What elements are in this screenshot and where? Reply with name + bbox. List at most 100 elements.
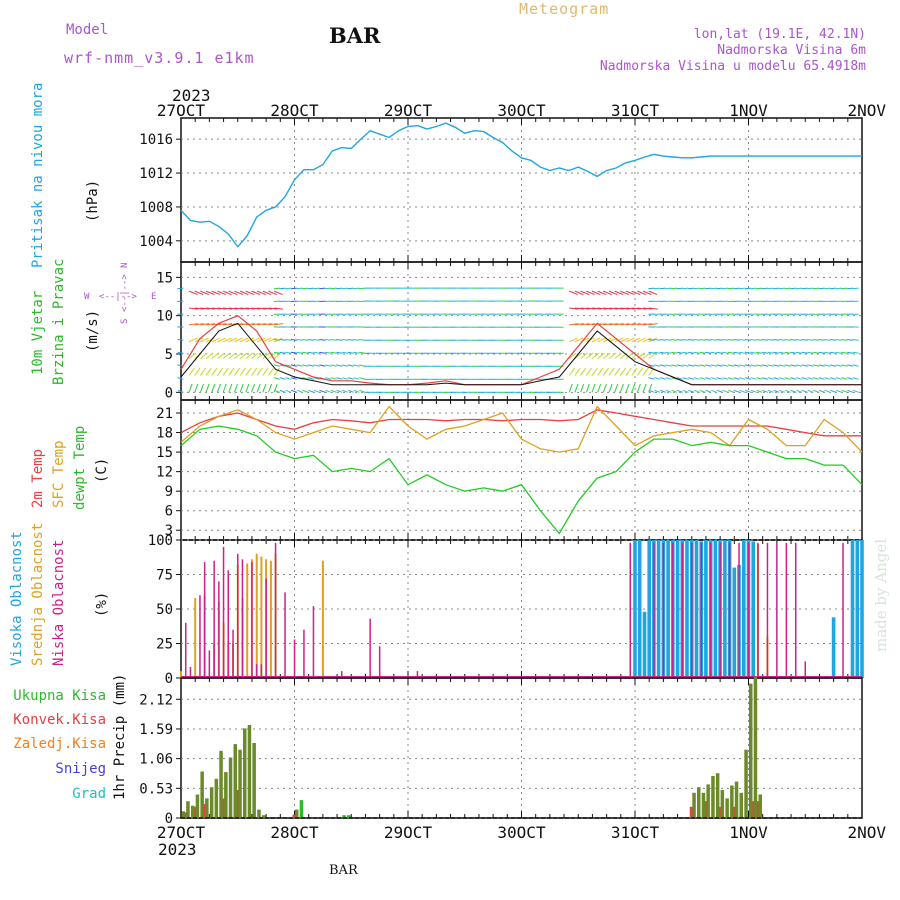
wind-arrow — [256, 383, 261, 393]
wind-arrow — [784, 364, 791, 367]
wind-arrow — [767, 389, 774, 393]
temp-line-dewpt — [180, 425, 863, 535]
wind-arrow — [325, 377, 332, 380]
wind-ylabel-2: Brzina i Pravac — [51, 259, 67, 385]
wind-arrow — [358, 339, 366, 341]
wind-arrow — [188, 352, 197, 359]
precip-bar-total — [205, 798, 209, 818]
wind-arrow — [585, 383, 590, 393]
wind-arrow — [807, 377, 814, 380]
wind-arrow — [619, 383, 624, 393]
wind-arrow — [648, 389, 655, 393]
wind-arrow — [688, 377, 695, 380]
wind-arrow — [784, 287, 791, 290]
precip-legend-total: Ukupna Kisa — [13, 688, 106, 704]
cloud-bar-high — [742, 540, 746, 678]
wind-arrow — [336, 364, 343, 367]
precip-bar-total — [711, 776, 715, 818]
cloud-bar-low — [203, 562, 206, 678]
precip-legend-frozen: Zaledj.Kisa — [13, 736, 106, 752]
cloud-bar-low — [189, 667, 192, 678]
wind-arrow — [188, 323, 198, 326]
wind-arrow — [756, 287, 763, 290]
wind-arrow — [716, 287, 723, 290]
wind-arrow — [211, 352, 220, 359]
wind-arrow — [659, 377, 666, 380]
wind-arrow — [620, 337, 629, 343]
precip-bar-total — [214, 778, 219, 818]
wind-arrow — [727, 364, 734, 367]
wind-arrow — [296, 351, 303, 354]
wind-arrow — [614, 383, 619, 393]
precip-bar-total — [734, 781, 739, 818]
wind-arrow — [654, 377, 661, 380]
wind-arrow — [330, 377, 337, 380]
wind-arrow — [285, 287, 292, 290]
wind-arrow — [319, 339, 326, 341]
wind-arrow — [358, 287, 366, 290]
cloud-bar-low — [416, 671, 419, 678]
wind-arrow — [847, 364, 854, 367]
wind-arrow — [625, 307, 635, 310]
cloud-bar-low — [795, 542, 797, 678]
wind-arrow — [608, 323, 618, 326]
precip-bar-total — [692, 792, 696, 818]
pressure-panel: 1004 1008 1012 1016 — [139, 117, 863, 263]
wind-arrow — [705, 377, 712, 380]
wind-arrow — [262, 337, 272, 343]
wind-arrow — [665, 364, 672, 367]
wind-arrow — [824, 364, 831, 367]
wind-arrow — [637, 352, 645, 359]
cloud-bar-low — [312, 606, 315, 678]
wind-arrow — [676, 287, 683, 290]
wind-arrow — [693, 364, 700, 367]
wind-arrow — [608, 307, 618, 310]
precip-bar-conv — [202, 804, 207, 818]
wind-arrow — [597, 367, 604, 376]
wind-arrow — [648, 290, 658, 296]
wind-arrow — [745, 389, 752, 393]
top-date-label: 28OCT — [270, 101, 319, 120]
precip-bar-total — [697, 787, 701, 818]
wind-ylabel-1: 10m Vjetar — [30, 291, 46, 375]
temp-ylabel-2: SFC Temp — [51, 441, 67, 508]
wind-arrow — [268, 307, 278, 310]
wind-arrow — [796, 389, 803, 393]
wind-arrow — [665, 351, 672, 354]
wind-arrow — [784, 339, 791, 341]
wind-arrow — [727, 351, 734, 354]
wind-arrow — [744, 377, 752, 380]
temp-line-sfc — [180, 405, 863, 453]
wind-arrow — [359, 389, 366, 393]
precip-legend-conv: Konvek.Kisa — [13, 712, 106, 728]
wind-arrow — [835, 339, 842, 341]
wind-arrow — [569, 337, 578, 343]
model-name: wrf-nmm_v3.9.1 e1km — [64, 49, 255, 67]
precip-bar-total — [347, 815, 351, 818]
wind-arrow — [710, 339, 717, 341]
cloud-bar-mid — [255, 553, 258, 678]
wind-arrow — [569, 307, 579, 310]
wind-arrow — [705, 389, 712, 393]
top-date-label: 29OCT — [384, 101, 433, 120]
wind-arrow — [682, 377, 689, 380]
wind-arrow — [841, 351, 848, 354]
wind-arrow — [682, 287, 689, 290]
wind-arrow — [353, 287, 360, 290]
precip-bar-total — [299, 800, 304, 818]
cloud-unit: (%) — [94, 592, 110, 617]
panel-frame — [180, 399, 863, 541]
wind-arrow — [733, 364, 740, 367]
wind-arrow — [625, 337, 635, 343]
wind-arrow — [744, 339, 751, 341]
wind-arrow — [262, 290, 272, 296]
wind-arrow — [273, 287, 280, 290]
wind-arrow — [245, 337, 255, 343]
wind-arrow — [813, 377, 820, 380]
wind-arrow — [205, 290, 215, 296]
wind-arrow — [273, 367, 280, 376]
wind-arrow — [654, 351, 661, 354]
wind-arrow — [251, 323, 261, 326]
footer-station: BAR — [329, 863, 359, 878]
wind-arrow — [347, 389, 354, 393]
